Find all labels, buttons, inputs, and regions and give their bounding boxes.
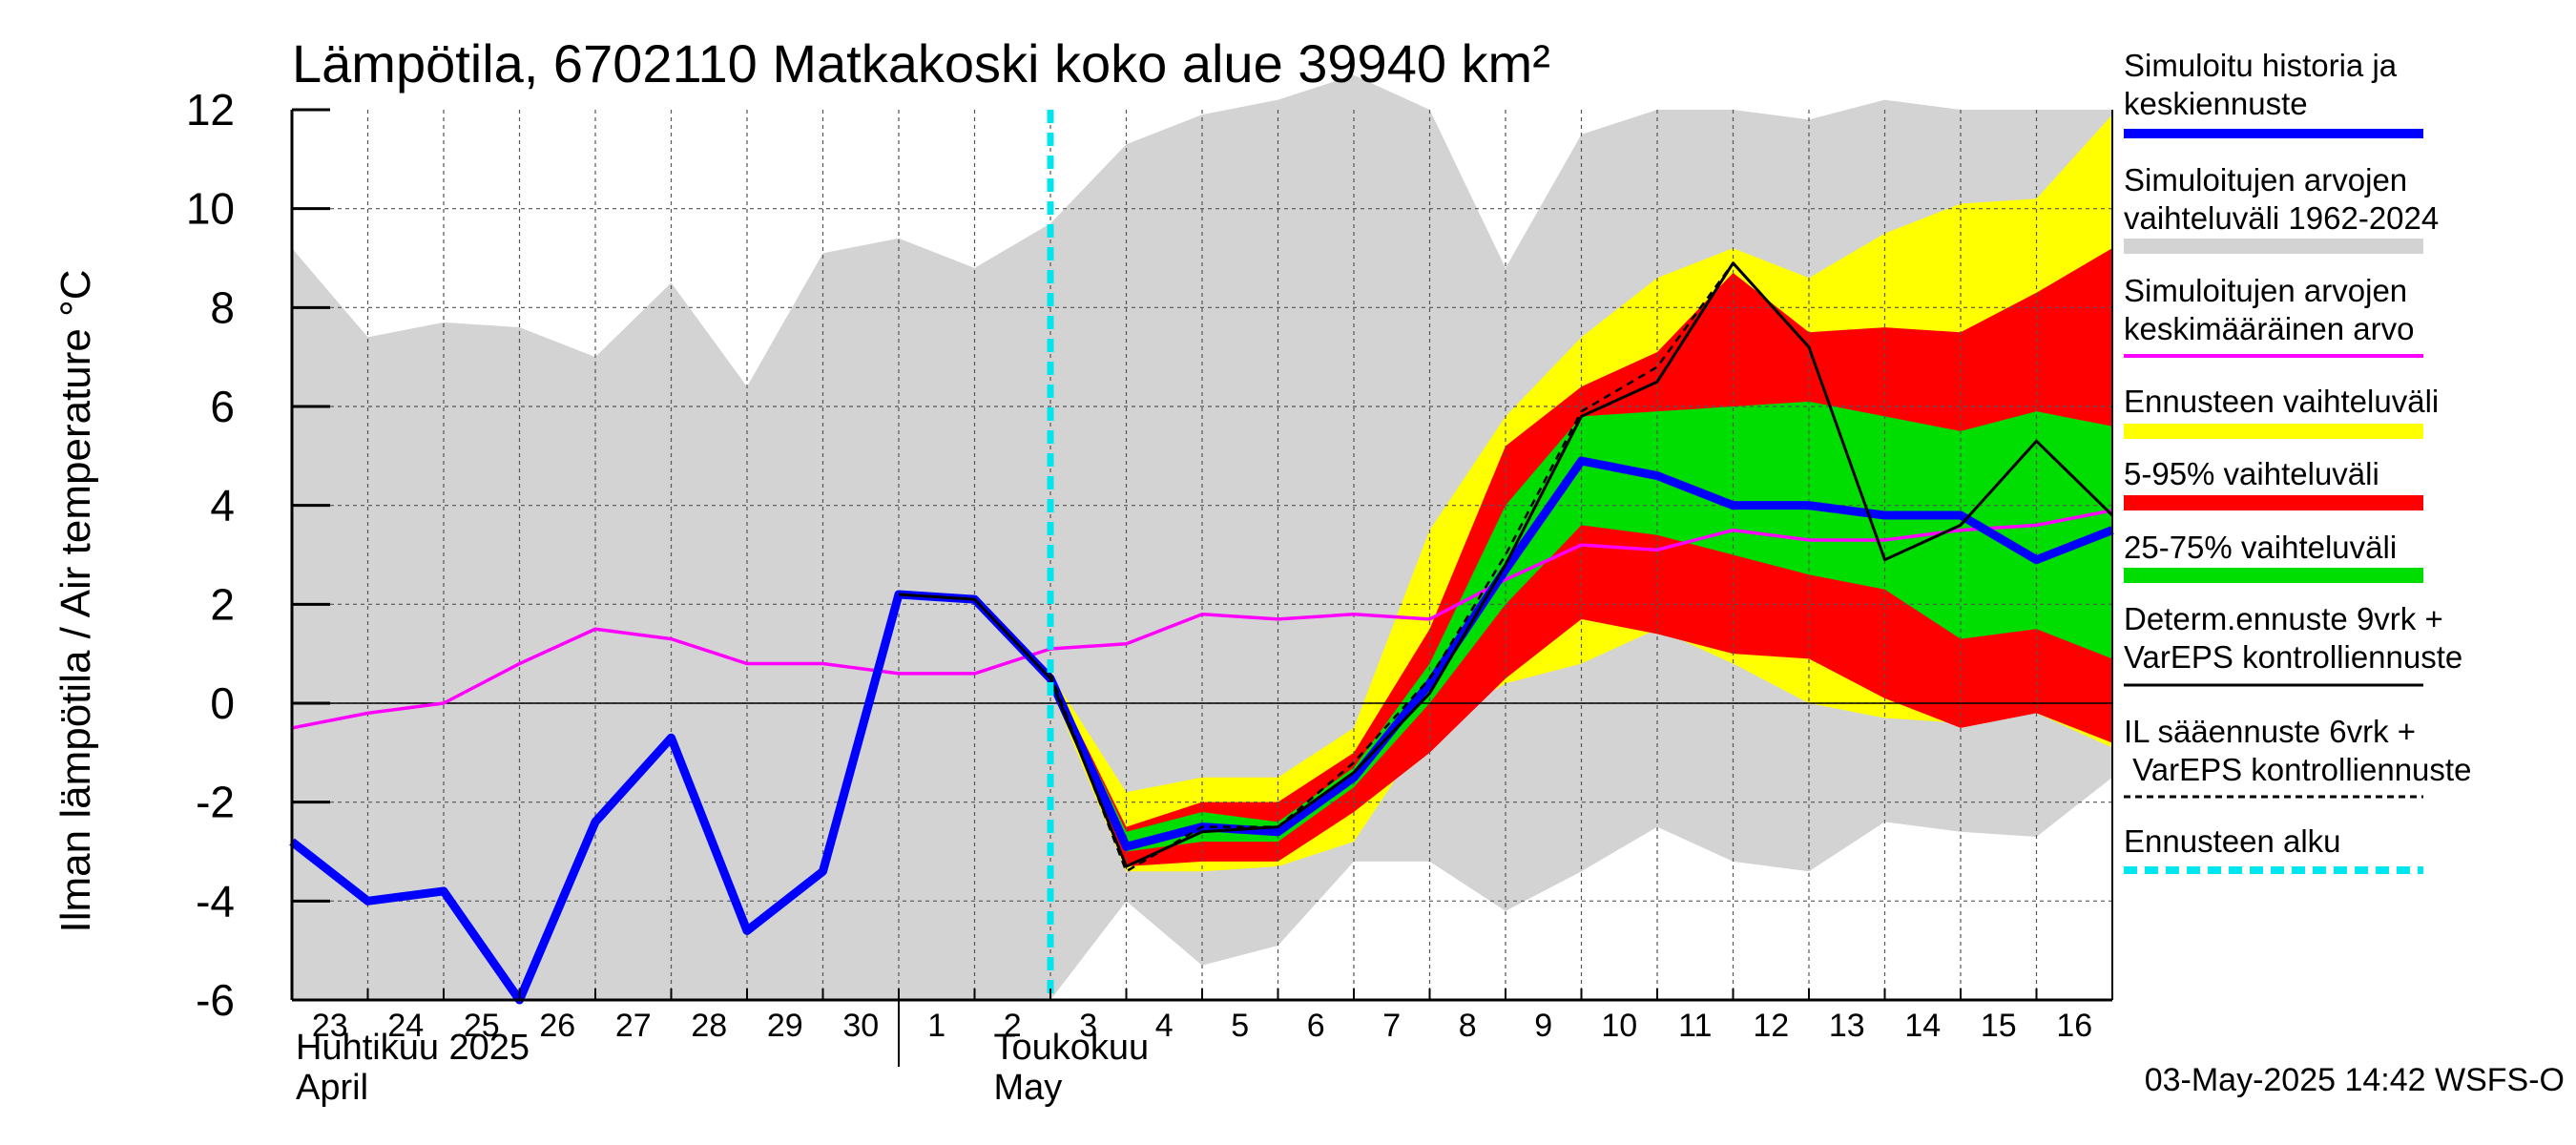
series-line-0: [291, 509, 2113, 730]
x-day-label: 14: [1904, 1008, 1941, 1044]
x-day-label: 6: [1307, 1008, 1325, 1044]
x-day-label: 23: [312, 1008, 348, 1044]
legend: Simuloitu historia ja keskiennuste Simuloi…: [2124, 48, 2471, 874]
legend-label: 5-95% vaihteluväli: [2124, 456, 2379, 491]
series-lines: [289, 110, 2114, 1005]
grid-lines: [292, 110, 2112, 1000]
x-day-label: 3: [1079, 1008, 1097, 1044]
month-label-fi: Toukokuu: [994, 1028, 1150, 1068]
y-tick-label: -2: [196, 778, 235, 827]
y-tick-label: 4: [210, 481, 235, 531]
y-tick-label: 0: [210, 678, 235, 728]
x-day-label: 26: [539, 1008, 575, 1044]
legend-label: Determ.ennuste 9vrk + VarEPS kontrollienn…: [2124, 601, 2462, 675]
y-tick-label: -4: [196, 876, 235, 926]
chart-title: Lämpötila, 6702110 Matkakoski koko alue …: [292, 33, 1550, 94]
x-day-label: 29: [767, 1008, 803, 1044]
month-label-en: May: [994, 1068, 1063, 1108]
legend-label: Ennusteen alku: [2124, 823, 2341, 859]
x-day-label: 10: [1601, 1008, 1637, 1044]
legend-label: Ennusteen vaihteluväli: [2124, 384, 2439, 419]
x-day-label: 8: [1459, 1008, 1477, 1044]
y-tick-label: -6: [196, 975, 235, 1025]
x-day-label: 1: [927, 1008, 945, 1044]
x-day-label: 4: [1155, 1008, 1174, 1044]
x-day-label: 12: [1753, 1008, 1789, 1044]
legend-label: Simuloitujen arvojen vaihteluväli 1962-20…: [2124, 162, 2439, 236]
x-day-label: 25: [464, 1008, 500, 1044]
y-axis-label: Ilman lämpötila / Air temperature °C: [52, 270, 99, 933]
y-tick-label: 8: [210, 282, 235, 332]
x-day-label: 9: [1534, 1008, 1552, 1044]
month-label-en: April: [296, 1068, 368, 1108]
timestamp: 03-May-2025 14:42 WSFS-O: [2145, 1062, 2565, 1098]
y-tick-label: 12: [186, 85, 235, 135]
series-line-3: [1049, 261, 1735, 873]
x-day-label: 27: [615, 1008, 652, 1044]
legend-label: IL sääennuste 6vrk + VarEPS kontrollienn…: [2124, 714, 2471, 787]
y-tick-label: 10: [186, 184, 235, 234]
x-day-label: 28: [691, 1008, 727, 1044]
legend-label: Simuloitu historia ja keskiennuste: [2124, 48, 2398, 121]
legend-label: Simuloitujen arvojen keskimääräinen arvo: [2124, 273, 2414, 346]
x-day-label: 16: [2056, 1008, 2092, 1044]
y-tick-label: 2: [210, 579, 235, 629]
x-day-label: 11: [1678, 1008, 1712, 1044]
legend-label: 25-75% vaihteluväli: [2124, 530, 2397, 565]
x-day-label: 7: [1382, 1008, 1401, 1044]
x-day-label: 13: [1829, 1008, 1865, 1044]
band-2: [1050, 248, 2112, 867]
x-day-label: 30: [842, 1008, 879, 1044]
x-day-label: 24: [387, 1008, 424, 1044]
x-day-label: 15: [1981, 1008, 2017, 1044]
x-day-label: 2: [1004, 1008, 1022, 1044]
x-day-label: 5: [1231, 1008, 1249, 1044]
y-tick-label: 6: [210, 382, 235, 431]
month-label-fi: Huhtikuu 2025: [296, 1028, 530, 1068]
